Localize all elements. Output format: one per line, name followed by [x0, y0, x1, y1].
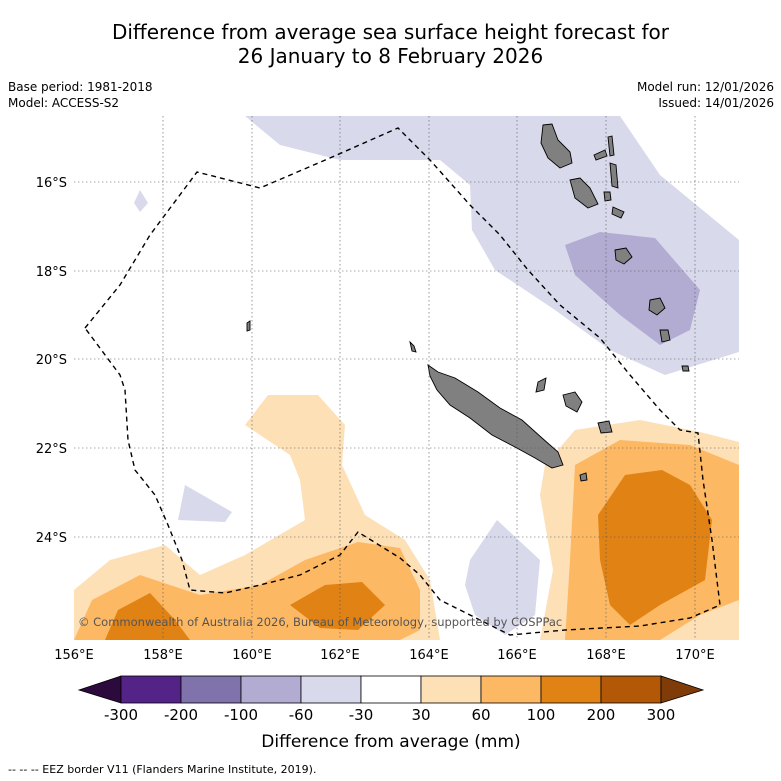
latitude-labels: 16°S 18°S 20°S 22°S 24°S [36, 176, 67, 546]
model-run: Model run: 12/01/2026 [636, 80, 774, 94]
lon-label: 168°E [586, 648, 626, 663]
colorbar-swatch [120, 675, 182, 704]
colorbar-swatch [600, 675, 662, 704]
colorbar-swatch [360, 675, 422, 704]
colorbar-tick: -300 [104, 706, 138, 724]
chesterfield-islet [246, 320, 251, 332]
aneityum [681, 365, 690, 372]
espiritu-santo [540, 123, 573, 169]
belep-islands [409, 340, 417, 353]
colorbar-extend-high [660, 675, 705, 704]
anomaly-region-west-small [134, 190, 148, 212]
anomaly-region-southwest-strong-b [290, 582, 385, 630]
loyalty-island-lifou [562, 391, 583, 413]
eez-border [84, 127, 721, 636]
colorbar-swatch [540, 675, 602, 704]
colorbar-tick: 200 [587, 706, 616, 724]
efate [614, 247, 633, 265]
loyalty-island-ouvea [535, 377, 547, 393]
lat-label: 20°S [36, 353, 67, 368]
colorbar-tick: -200 [164, 706, 198, 724]
longitude-labels: 156°E 158°E 160°E 162°E 164°E 166°E 168°… [54, 648, 715, 663]
land-masses [246, 123, 690, 482]
colorbar-tick: -100 [224, 706, 258, 724]
anomaly-region-east-strong [598, 470, 712, 625]
new-caledonia [427, 364, 564, 469]
lon-label: 170°E [675, 648, 715, 663]
lon-label: 162°E [320, 648, 360, 663]
colorbar [77, 675, 705, 704]
anomaly-region-north-strong [565, 232, 700, 345]
lon-label: 160°E [232, 648, 272, 663]
anomaly-region-southwest-strong-a [105, 593, 190, 640]
base-period: Base period: 1981-2018 [8, 80, 153, 94]
map-plot-area: © Commonwealth of Australia 2026, Bureau… [74, 116, 739, 640]
lat-label: 16°S [36, 176, 67, 191]
issued-date: Issued: 14/01/2026 [658, 96, 774, 110]
colorbar-tick: 300 [647, 706, 676, 724]
anomaly-region-west [178, 485, 232, 522]
title-line-2: 26 January to 8 February 2026 [237, 44, 544, 68]
colorbar-swatch [240, 675, 302, 704]
vanuatu-pentecost [609, 162, 619, 189]
graticule [74, 116, 739, 640]
lon-label: 158°E [143, 648, 183, 663]
loyalty-island-mare [597, 420, 613, 434]
colorbar-tick: 30 [411, 706, 430, 724]
model-name: Model: ACCESS-S2 [8, 96, 120, 110]
colorbar-tick: -30 [349, 706, 374, 724]
lon-label: 156°E [54, 648, 94, 663]
colorbar-tick: 60 [471, 706, 490, 724]
lat-label: 18°S [36, 265, 67, 280]
title-line-1: Difference from average sea surface heig… [111, 20, 670, 44]
vanuatu-epi [603, 191, 612, 202]
colorbar-swatch [420, 675, 482, 704]
colorbar-swatch [480, 675, 542, 704]
erromango [648, 297, 666, 316]
copyright-notice: © Commonwealth of Australia 2026, Bureau… [78, 615, 562, 629]
colorbar-tick: -60 [289, 706, 314, 724]
malekula [569, 177, 599, 209]
colorbar-label: Difference from average (mm) [261, 732, 520, 752]
walpole-island [579, 472, 588, 482]
eez-footnote: -- -- -- EEZ border V11 (Flanders Marine… [8, 763, 317, 776]
lat-label: 22°S [36, 442, 67, 457]
vanuatu-ambae [593, 149, 608, 161]
vanuatu-shepherd [611, 206, 625, 219]
lon-label: 166°E [497, 648, 537, 663]
lon-label: 164°E [409, 648, 449, 663]
tanna [659, 329, 671, 343]
colorbar-tick: 100 [527, 706, 556, 724]
colorbar-ticks: -300 -200 -100 -60 -30 30 60 100 200 300 [104, 706, 675, 724]
colorbar-swatch [300, 675, 362, 704]
anomaly-region-south [465, 520, 540, 635]
colorbar-swatch [180, 675, 242, 704]
colorbar-extend-low [77, 675, 122, 704]
vanuatu-maewo [607, 135, 615, 157]
lat-label: 24°S [36, 531, 67, 546]
